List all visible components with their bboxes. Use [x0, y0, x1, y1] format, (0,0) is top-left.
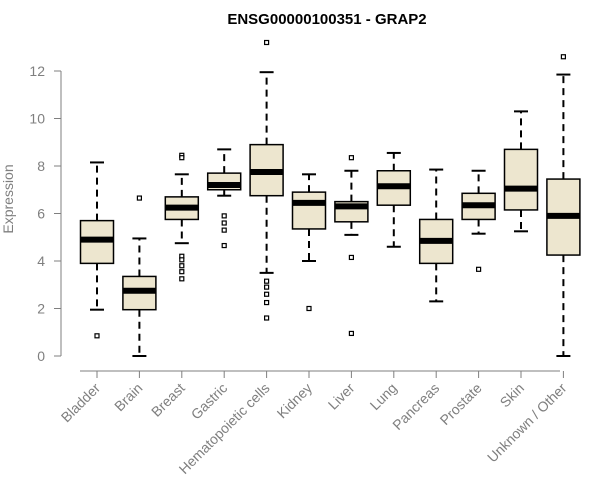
outlier-point [264, 315, 270, 321]
box-bladder [79, 161, 115, 339]
outlier-point [264, 299, 270, 306]
outlier-point [179, 257, 185, 263]
outlier-point [94, 333, 100, 339]
outlier-point [179, 269, 185, 275]
box-brain [122, 195, 157, 357]
outlier-point [306, 305, 312, 312]
outlier-point [221, 242, 227, 249]
x-tick-label: Kidney [274, 380, 316, 422]
outlier-point [348, 254, 354, 261]
box-breast [164, 152, 200, 282]
outlier-point [560, 54, 567, 60]
iqr-box [291, 191, 327, 230]
x-tick-label: Liver [325, 380, 358, 413]
y-axis-ticks: 0 2 4 6 8 10 12 [29, 63, 61, 364]
y-axis-label: Expression [0, 164, 16, 233]
outlier-point [221, 227, 227, 233]
outlier-point [264, 291, 270, 297]
outlier-point [348, 155, 354, 161]
x-tick-label: Pancreas [389, 380, 442, 433]
y-tick-label: 2 [37, 301, 45, 317]
outlier-point [136, 195, 142, 201]
x-tick-label: Unknown / Other [484, 380, 570, 466]
box-prostate [461, 169, 496, 272]
y-tick-label: 10 [29, 111, 45, 127]
outlier-point [476, 266, 482, 272]
y-tick-label: 12 [29, 63, 45, 79]
box-unknown-other [546, 54, 581, 357]
outlier-point [348, 330, 354, 337]
outlier-point [179, 263, 185, 269]
outlier-point [179, 155, 185, 161]
x-tick-label: Breast [148, 380, 188, 420]
box-liver [334, 155, 369, 337]
box-lung [376, 151, 412, 248]
box-hematopoietic-cells [249, 39, 284, 321]
outlier-point [221, 220, 227, 226]
iqr-box [503, 148, 539, 211]
box-pancreas [418, 168, 454, 303]
y-tick-label: 0 [37, 348, 45, 364]
x-tick-label: Skin [497, 380, 528, 411]
x-tick-label: Lung [367, 380, 400, 413]
box-gastric [206, 148, 242, 249]
y-tick-label: 6 [37, 206, 45, 222]
outlier-point [264, 278, 270, 284]
outlier-point [179, 276, 185, 282]
x-tick-label: Bladder [58, 380, 104, 426]
box-series [79, 39, 581, 357]
chart-title: ENSG00000100351 - GRAP2 [227, 11, 426, 28]
box-kidney [291, 173, 327, 312]
y-tick-label: 4 [37, 253, 45, 269]
x-tick-label: Prostate [437, 380, 485, 428]
outlier-point [264, 284, 270, 290]
x-tick-label: Brain [111, 380, 145, 414]
y-tick-label: 8 [37, 158, 45, 174]
box-skin [503, 110, 539, 233]
outlier-point [264, 39, 270, 46]
outlier-point [221, 213, 227, 219]
